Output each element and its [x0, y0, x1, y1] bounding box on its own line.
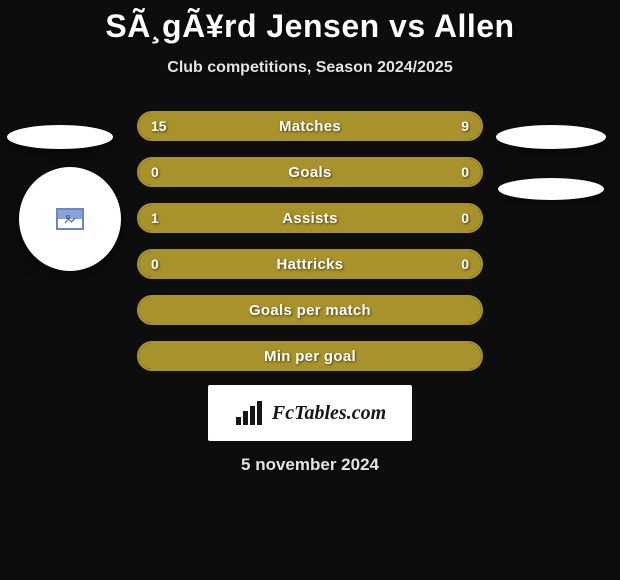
stat-bar: Matches15 9 — [137, 111, 483, 141]
stat-value-right: 9 — [461, 113, 469, 139]
stat-value-left: 15 — [151, 113, 167, 139]
stat-value-right: 0 — [461, 159, 469, 185]
stat-bar: Min per goal — [137, 341, 483, 371]
stat-label: Goals — [139, 159, 481, 185]
stat-value-right: 0 — [461, 205, 469, 231]
watermark-badge: FcTables.com — [208, 385, 412, 441]
page-title: SÃ¸gÃ¥rd Jensen vs Allen — [0, 0, 620, 45]
stat-label: Goals per match — [139, 297, 481, 323]
decor-ellipse — [498, 178, 604, 200]
stat-bar: Hattricks0 0 — [137, 249, 483, 279]
stat-value-left: 0 — [151, 159, 159, 185]
decor-ellipse — [496, 125, 606, 149]
stat-bar: Assists1 0 — [137, 203, 483, 233]
watermark-text: FcTables.com — [272, 402, 386, 425]
stat-label: Assists — [139, 205, 481, 231]
subtitle: Club competitions, Season 2024/2025 — [0, 59, 620, 77]
stat-label: Min per goal — [139, 343, 481, 369]
placeholder-image-icon — [56, 208, 84, 230]
stat-bar: Goals per match — [137, 295, 483, 325]
decor-ellipse — [7, 125, 113, 149]
stat-label: Hattricks — [139, 251, 481, 277]
player-avatar-left — [19, 167, 121, 271]
stat-value-left: 1 — [151, 205, 159, 231]
stat-label: Matches — [139, 113, 481, 139]
stat-value-right: 0 — [461, 251, 469, 277]
stat-value-left: 0 — [151, 251, 159, 277]
bar-chart-icon — [234, 399, 266, 427]
date-text: 5 november 2024 — [0, 455, 620, 475]
stat-bar: Goals0 0 — [137, 157, 483, 187]
